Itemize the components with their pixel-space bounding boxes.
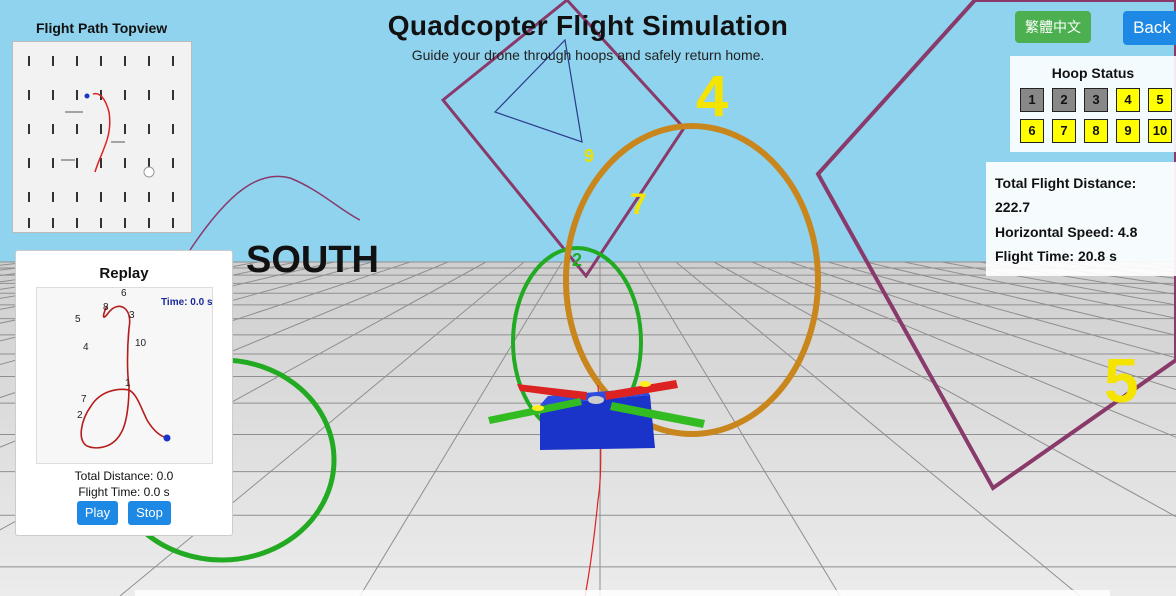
orange-hoop	[563, 123, 821, 437]
hoop-status-cell-4: 4	[1116, 88, 1140, 112]
bottom-scroll-bar[interactable]	[135, 590, 1110, 596]
replay-path	[80, 305, 168, 449]
replay-hoop-label: 2	[77, 410, 83, 421]
hoop-number-5: 5	[1104, 347, 1138, 416]
page-title: Quadcopter Flight Simulation	[387, 10, 789, 41]
hoop-number-4: 4	[696, 64, 728, 129]
grid-line	[0, 261, 411, 399]
grid-line	[751, 261, 1176, 438]
flight-stats-panel: Total Flight Distance: 222.7 Horizontal …	[986, 162, 1176, 276]
replay-time-label: Time: 0.0 s	[161, 297, 212, 308]
replay-plot-graphic: Time: 0.0 s 6 5 8 3 4 10 1 7 2	[75, 288, 213, 449]
hoop-number-9: 9	[584, 146, 594, 166]
language-toggle-button[interactable]: 繁體中文	[1015, 11, 1091, 43]
grid-line	[359, 261, 563, 596]
hoop-status-title: Hoop Status	[1051, 65, 1135, 81]
hoop-status-cell-3: 3	[1084, 88, 1108, 112]
distance-value: 222.7	[995, 199, 1031, 215]
replay-hoop-label: 6	[121, 288, 127, 299]
hoop-status-cell-2: 2	[1052, 88, 1076, 112]
replay-hoop-label: 5	[75, 314, 81, 325]
replay-hoop-label: 8	[103, 302, 109, 313]
replay-panel: Replay Time: 0.0 s 6 5 8 3 4 10 1 7 2 Total Dist…	[15, 250, 233, 536]
replay-hoop-label: 4	[83, 342, 89, 353]
quadcopter-drone	[488, 380, 705, 450]
topview-label: Flight Path Topview	[36, 20, 168, 36]
south-label: SOUTH	[246, 239, 379, 281]
replay-hoop-label: 7	[81, 394, 87, 405]
flight-time: Flight Time: 20.8 s	[995, 248, 1117, 264]
blue-frame	[493, 38, 583, 143]
hoop-status-cell-10: 10	[1148, 119, 1172, 143]
hoop-status-cell-6: 6	[1020, 119, 1044, 143]
hoop-status-cell-8: 8	[1084, 119, 1108, 143]
grid-line	[789, 261, 1176, 391]
page-subtitle: Guide your drone through hoops and safel…	[411, 47, 765, 63]
purple-path-left	[189, 175, 361, 251]
topview-panel: Flight Path Topview	[0, 14, 196, 233]
back-button[interactable]: Back	[1123, 11, 1176, 45]
replay-plot: Time: 0.0 s 6 5 8 3 4 10 1 7 2	[36, 287, 213, 464]
replay-title: Replay	[99, 265, 149, 282]
replay-flight-time: Flight Time: 0.0 s	[78, 485, 170, 499]
hoop-status-cell-5: 5	[1148, 88, 1172, 112]
grid-line	[827, 261, 1176, 359]
replay-hoop-label: 10	[135, 338, 147, 349]
replay-total-distance: Total Distance: 0.0	[74, 469, 174, 483]
replay-hoop-label: 3	[129, 310, 135, 321]
topview-drone-marker	[84, 93, 90, 99]
play-button[interactable]: Play	[77, 501, 118, 525]
stop-button[interactable]: Stop	[128, 501, 171, 525]
topview-map-graphic	[28, 56, 174, 228]
grid-line	[903, 261, 1176, 319]
topview-minimap	[12, 41, 192, 233]
grid-line	[119, 261, 525, 596]
hoop-status-cell-7: 7	[1052, 119, 1076, 143]
grid-line	[865, 261, 1176, 336]
purple-frame-right	[815, 0, 1176, 491]
hoop-status-cell-9: 9	[1116, 119, 1140, 143]
hoop-status-panel: Hoop Status 1 2 3 4 5 6 7 8 9 10	[1010, 56, 1176, 152]
topview-home-marker	[143, 166, 155, 178]
horizontal-speed: Horizontal Speed: 4.8	[995, 224, 1138, 240]
distance-label: Total Flight Distance:	[995, 175, 1137, 191]
hoop-number-7: 7	[630, 188, 647, 221]
grid-line	[637, 261, 841, 596]
hoop-status-cell-1: 1	[1020, 88, 1044, 112]
replay-hoop-label: 1	[125, 378, 131, 389]
topview-path	[92, 92, 111, 173]
grid-line	[675, 261, 1081, 596]
replay-drone-marker	[163, 434, 171, 442]
hoop-number-2: 2	[572, 250, 582, 270]
